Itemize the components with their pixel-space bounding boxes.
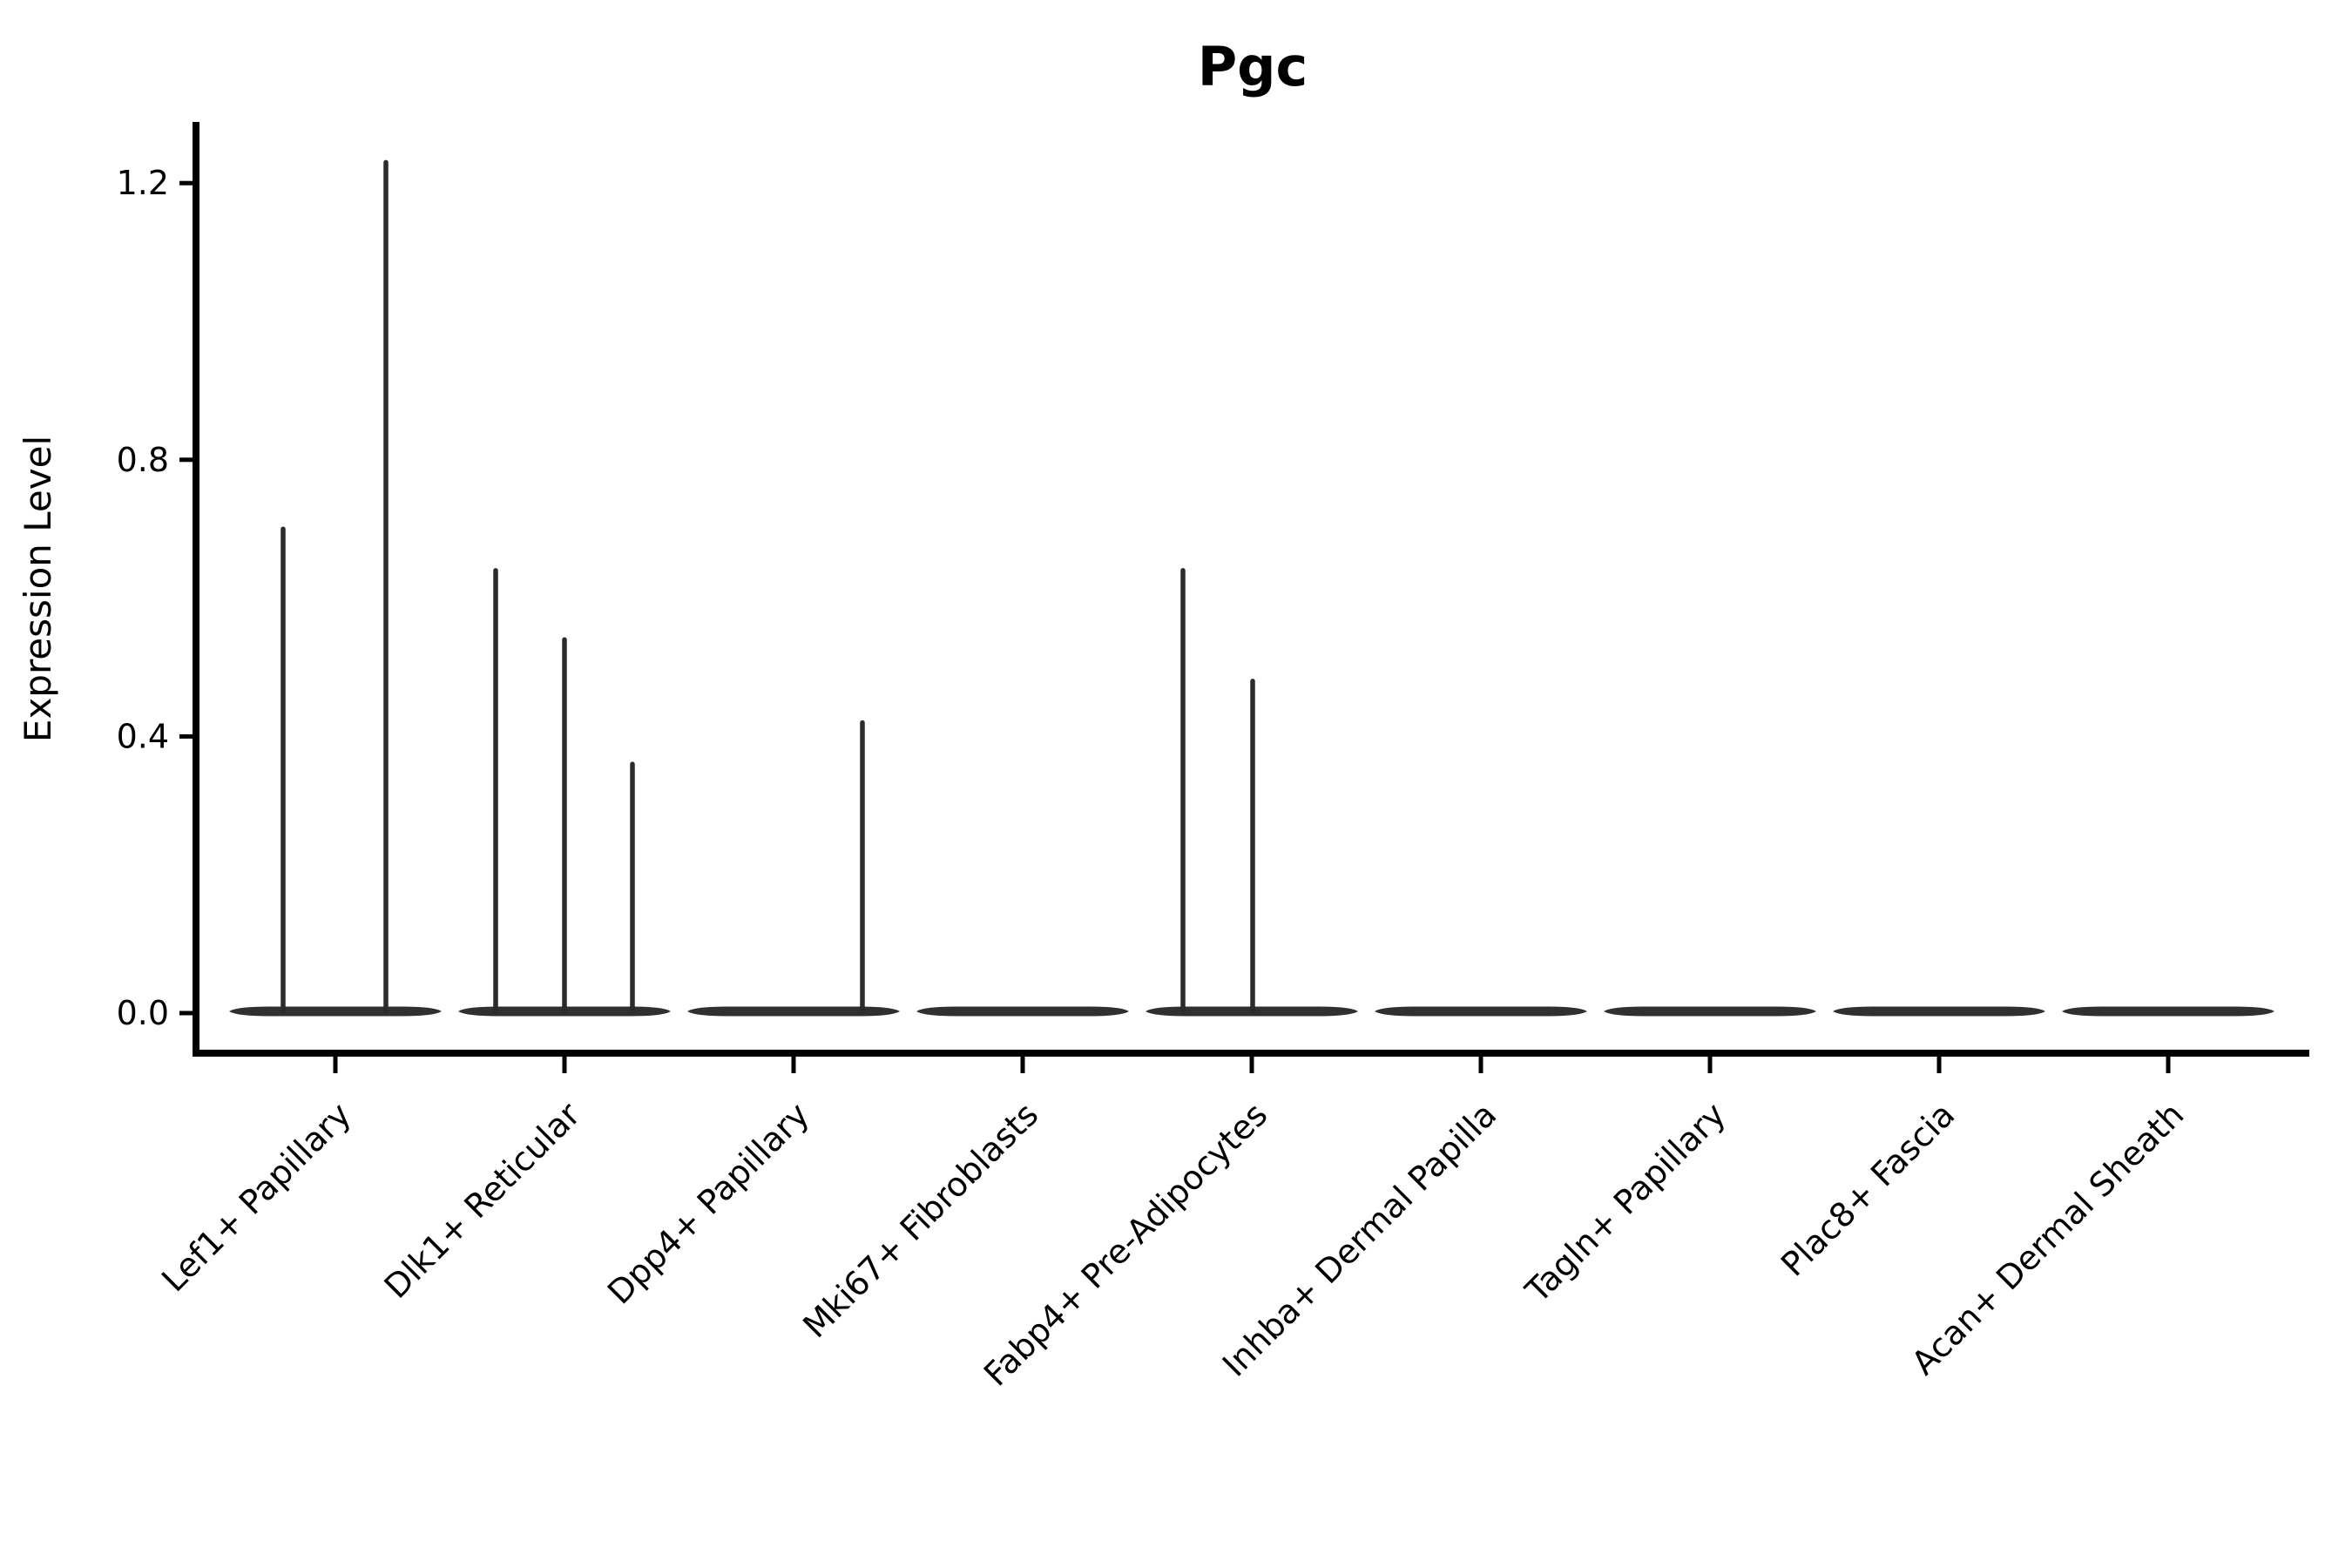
violin-body xyxy=(686,1006,901,1017)
y-tick-label: 0.8 xyxy=(117,441,169,479)
x-tick-label: Dlk1+ Reticular xyxy=(377,1095,588,1306)
x-tick-label: Mki67+ Fibroblasts xyxy=(795,1095,1045,1345)
chart-title: Pgc xyxy=(1198,35,1308,98)
violin-body xyxy=(916,1006,1130,1017)
violin-body xyxy=(1603,1006,1817,1017)
violin-body xyxy=(1374,1006,1588,1017)
plot-area: 0.0 0.4 0.8 1.2 Lef1+ Papillary Dlk1+ Reticul… xyxy=(117,122,2309,1394)
y-tick-label: 1.2 xyxy=(117,164,169,202)
y-tick-label: 0.4 xyxy=(117,717,169,755)
x-tick-label: Lef1+ Papillary xyxy=(154,1095,358,1299)
violin-body xyxy=(2061,1006,2275,1017)
y-axis-label: Expression Level xyxy=(17,436,59,742)
x-tick-label: Tagln+ Papillary xyxy=(1517,1095,1733,1310)
violin-body xyxy=(228,1006,443,1017)
x-tick-label: Acan+ Dermal Sheath xyxy=(1904,1095,2191,1382)
x-tick-label: Plac8+ Fascia xyxy=(1774,1095,1962,1283)
violin-body xyxy=(1832,1006,2046,1017)
y-tick-label: 0.0 xyxy=(117,994,169,1032)
x-tick-label: Dpp4+ Papillary xyxy=(600,1095,816,1311)
